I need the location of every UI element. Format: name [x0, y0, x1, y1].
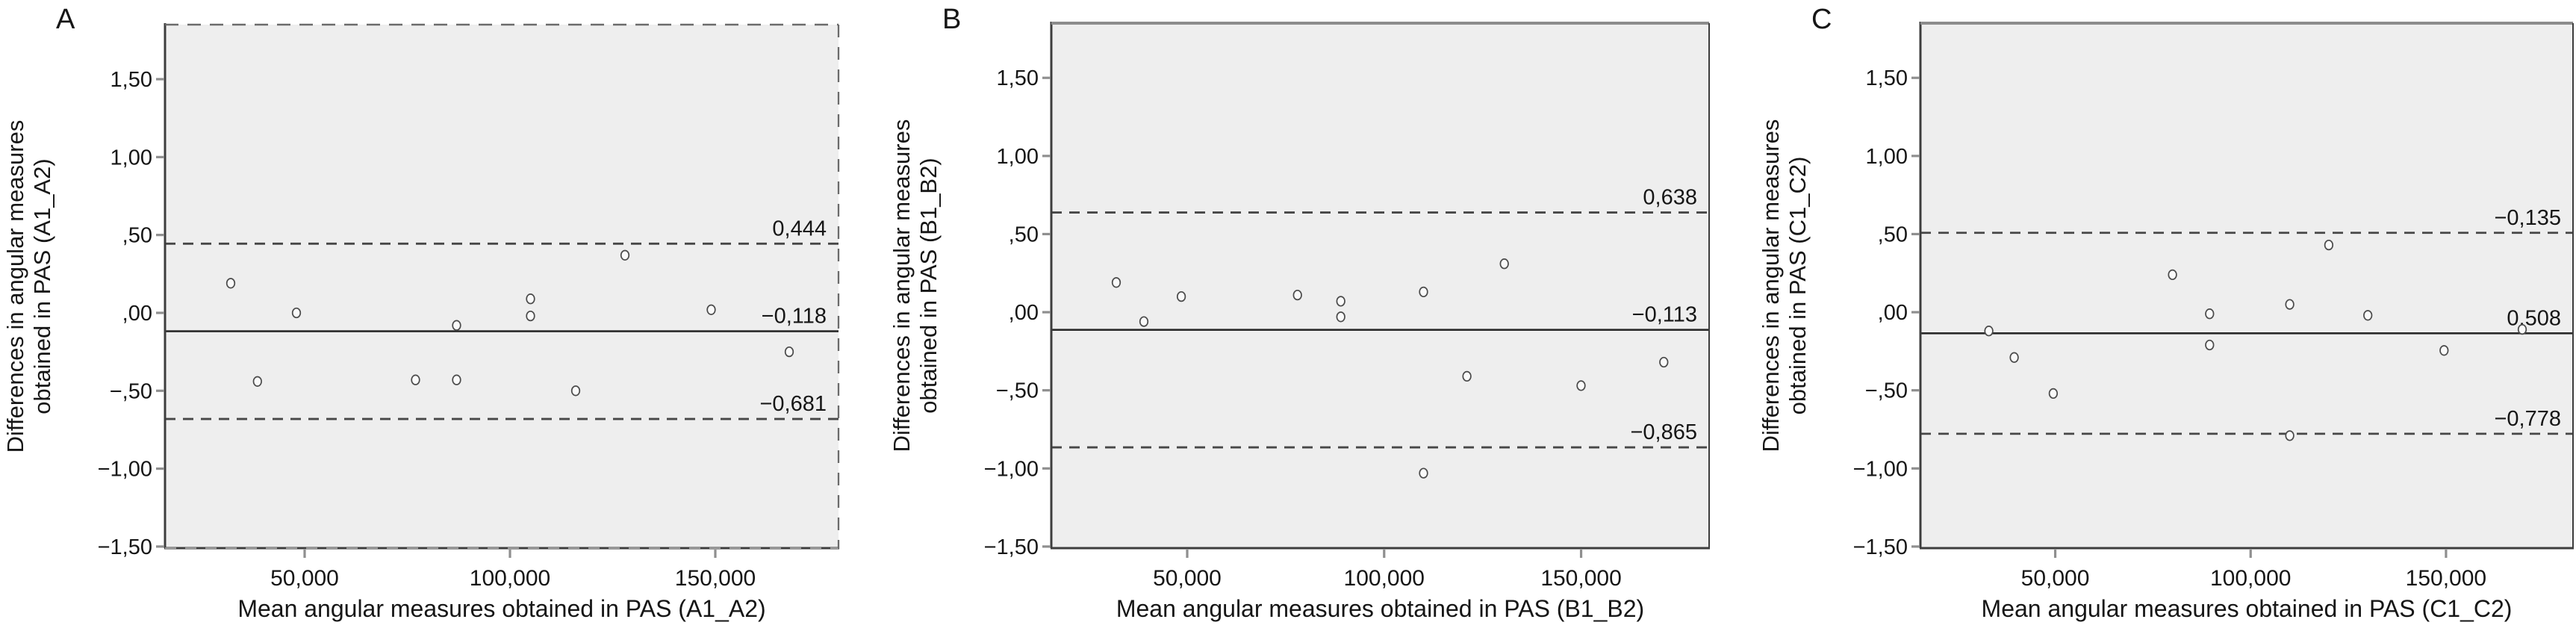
data-point — [1292, 289, 1302, 301]
plot-area — [1051, 23, 1709, 548]
panel-letter: B — [942, 4, 961, 35]
x-tick-label: 100,000 — [2210, 566, 2291, 591]
y-tick-label: −1,00 — [1853, 457, 1908, 481]
y-tick-label: ,50 — [122, 224, 152, 248]
x-axis-title: Mean angular measures obtained in PAS (A… — [237, 595, 765, 622]
data-point — [526, 310, 535, 322]
data-point — [2285, 299, 2295, 310]
data-point — [2285, 430, 2295, 441]
y-tick-label: −1,50 — [1853, 535, 1908, 559]
reference-line-value: −0,681 — [759, 392, 827, 416]
data-point — [2009, 352, 2019, 363]
y-tick-label: −1,00 — [98, 458, 152, 482]
y-tick-label: −1,00 — [984, 457, 1039, 481]
y-tick-label: −,50 — [996, 379, 1039, 403]
y-tick-label: 1,00 — [1866, 145, 1908, 169]
plot-area — [1920, 23, 2573, 548]
data-point — [2363, 310, 2373, 321]
data-point — [1576, 380, 1586, 391]
x-tick-label: 100,000 — [470, 566, 550, 591]
data-point — [620, 249, 630, 261]
x-axis-title: Mean angular measures obtained in PAS (C… — [1982, 595, 2513, 622]
data-point — [1336, 311, 1345, 323]
reference-line-value: 0,508 — [2507, 306, 2561, 330]
data-point — [526, 293, 535, 305]
data-point — [1499, 258, 1509, 270]
y-tick-label: ,00 — [1009, 301, 1039, 325]
data-point — [2205, 339, 2215, 351]
y-axis-title-line: Differences in angular measures — [889, 119, 915, 453]
data-point — [1139, 316, 1149, 327]
y-tick-label: 1,50 — [997, 66, 1039, 90]
panel-A: 0,444 −0,118 −0,681 1,50 1,00 ,50 ,00 −,50 −1,00… — [2, 4, 840, 622]
data-point — [452, 320, 461, 331]
panel-C: −0,135 0,508 −0,778 1,50 1,00 ,50 ,00 −,50 −1,00… — [1758, 4, 2574, 622]
plot-area — [165, 25, 839, 548]
data-point — [1984, 326, 1994, 337]
y-axis-title-line: obtained in PAS (A1_A2) — [29, 158, 55, 414]
reference-line-value: 0,638 — [1643, 186, 1697, 210]
y-axis-title-line: obtained in PAS (C1_C2) — [1785, 157, 1811, 415]
reference-line-value: −0,778 — [2494, 407, 2561, 431]
x-tick-label: 150,000 — [675, 566, 756, 591]
x-tick-label: 50,000 — [1153, 566, 1222, 591]
data-point — [1462, 370, 1472, 382]
y-tick-label: 1,00 — [111, 146, 152, 170]
x-tick-label: 100,000 — [1344, 566, 1425, 591]
panel-letter: C — [1811, 4, 1832, 35]
data-point — [1419, 286, 1428, 298]
y-tick-label: ,00 — [122, 302, 152, 326]
x-tick-label: 150,000 — [1540, 566, 1621, 591]
data-point — [1111, 277, 1121, 288]
data-point — [2205, 308, 2215, 320]
x-tick-label: 50,000 — [2021, 566, 2090, 591]
data-point — [570, 385, 581, 397]
reference-line-value: −0,113 — [1632, 303, 1697, 327]
reference-line-value: −0,118 — [762, 305, 827, 329]
x-tick-label: 50,000 — [270, 566, 339, 591]
y-tick-label: −,50 — [110, 379, 152, 403]
y-axis-title-line: obtained in PAS (B1_B2) — [915, 158, 942, 413]
data-point — [291, 307, 302, 319]
y-tick-label: ,00 — [1878, 301, 1908, 325]
y-tick-label: ,50 — [1009, 223, 1039, 246]
y-tick-label: 1,50 — [111, 68, 152, 92]
reference-line-value: 0,444 — [772, 217, 827, 240]
data-point — [2517, 323, 2527, 335]
y-tick-label: 1,50 — [1866, 66, 1908, 90]
data-point — [706, 304, 716, 315]
x-tick-label: 150,000 — [2406, 566, 2486, 591]
y-tick-label: −1,50 — [98, 535, 152, 559]
y-tick-label: −1,50 — [984, 535, 1039, 559]
data-point — [225, 278, 236, 289]
panel-letter: A — [56, 4, 75, 35]
data-point — [452, 374, 461, 385]
data-point — [1419, 467, 1428, 479]
data-point — [1176, 290, 1186, 302]
data-point — [2048, 388, 2059, 400]
reference-line-value: −0,135 — [2494, 206, 2561, 230]
reference-line-value: −0,865 — [1630, 420, 1697, 444]
data-point — [2324, 239, 2334, 251]
y-axis-title-line: Differences in angular measures — [2, 120, 28, 453]
y-tick-label: 1,00 — [997, 145, 1039, 169]
data-point — [784, 346, 794, 358]
data-point — [2439, 345, 2449, 356]
data-point — [1336, 296, 1345, 307]
data-point — [411, 374, 420, 385]
panel-B: 0,638 −0,113 −0,865 1,50 1,00 ,50 ,00 −,50 −1,00… — [889, 4, 1710, 622]
x-axis-title: Mean angular measures obtained in PAS (B… — [1116, 595, 1644, 622]
data-point — [252, 376, 262, 387]
data-point — [2168, 269, 2177, 281]
y-tick-label: ,50 — [1878, 223, 1908, 246]
data-point — [1659, 356, 1669, 368]
y-tick-label: −,50 — [1865, 379, 1908, 403]
y-axis-title-line: Differences in angular measures — [1758, 119, 1784, 453]
